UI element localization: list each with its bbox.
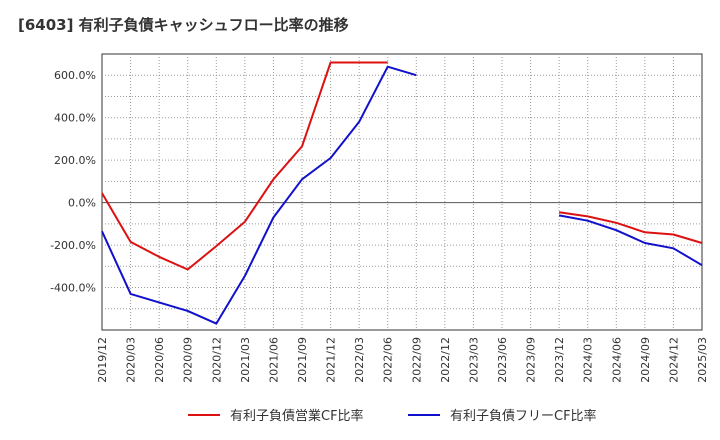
x-tick-label: 2022/03 [353,337,366,383]
grid [102,54,702,330]
y-tick-label: -400.0% [50,282,96,295]
x-tick-label: 2024/06 [610,337,623,383]
legend-label-1: 有利子負債営業CF比率 [230,408,364,424]
x-tick-label: 2022/12 [439,337,452,383]
x-tick-label: 2023/12 [553,337,566,383]
legend-label-2: 有利子負債フリーCF比率 [450,408,597,424]
series-line-1 [558,211,703,244]
y-tick-label: 600.0% [54,69,96,82]
x-tick-label: 2020/03 [125,337,138,383]
x-tick-label: 2021/06 [267,337,280,383]
x-tick-label: 2023/09 [525,337,538,383]
x-tick-label: 2022/09 [410,337,423,383]
series-line-2 [101,65,417,325]
legend: 有利子負債営業CF比率 有利子負債フリーCF比率 [188,408,597,424]
y-axis: 600.0% 400.0% 200.0% 0.0% -200.0% -400.0% [50,69,96,294]
x-tick-label: 2021/09 [296,337,309,383]
x-tick-label: 2024/09 [639,337,652,383]
x-tick-label: 2022/06 [382,337,395,383]
x-tick-label: 2020/06 [153,337,166,383]
x-tick-label: 2023/03 [467,337,480,383]
x-tick-label: 2021/03 [239,337,252,383]
y-tick-label: 0.0% [68,197,96,210]
x-tick-label: 2020/12 [210,337,223,383]
y-tick-label: 400.0% [54,112,96,125]
plot-area [101,53,703,331]
x-tick-label: 2023/06 [496,337,509,383]
series-group [101,61,703,325]
x-tick-label: 2019/12 [96,337,109,383]
x-axis: 2019/12 2020/03 2020/06 2020/09 2020/12 2021/… [96,337,709,383]
series-line-1 [101,61,388,271]
x-tick-label: 2024/03 [582,337,595,383]
series-line-2 [558,214,703,267]
x-tick-label: 2024/12 [667,337,680,383]
x-tick-label: 2025/03 [696,337,709,383]
y-tick-label: -200.0% [50,239,96,252]
y-tick-label: 200.0% [54,154,96,167]
plot-frame [101,53,703,331]
plot-background [102,54,702,330]
x-tick-label: 2021/12 [325,337,338,383]
chart-title: [6403] 有利子負債キャッシュフロー比率の推移 [18,16,349,34]
x-tick-label: 2020/09 [182,337,195,383]
